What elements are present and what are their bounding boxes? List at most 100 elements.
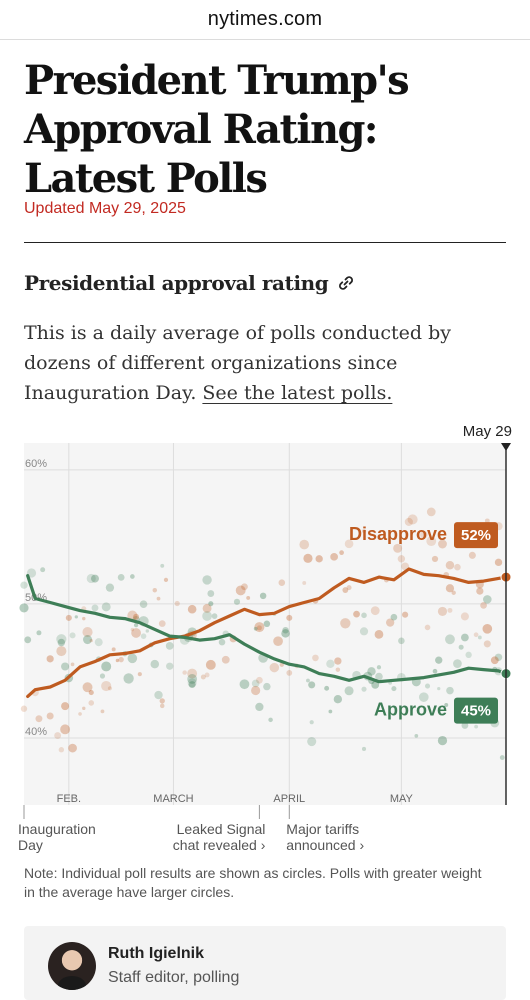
poll-circle <box>131 628 141 638</box>
poll-circle <box>344 686 354 696</box>
poll-circle <box>407 514 418 525</box>
poll-circle <box>156 596 161 601</box>
poll-circle <box>278 579 286 586</box>
poll-circle <box>340 618 351 629</box>
poll-circle <box>140 633 147 639</box>
poll-circle <box>473 632 479 638</box>
poll-circle <box>353 610 360 618</box>
poll-circle <box>160 563 165 568</box>
poll-circle <box>499 755 505 760</box>
poll-circle <box>269 662 280 673</box>
poll-circle <box>88 700 95 706</box>
poll-circle <box>187 668 198 679</box>
poll-circle <box>202 603 212 613</box>
poll-circle <box>303 553 313 563</box>
poll-circle <box>256 625 262 631</box>
x-tick-label: MAY <box>390 793 414 805</box>
poll-circle <box>367 667 376 676</box>
poll-circle <box>445 634 455 645</box>
poll-circle <box>474 724 479 729</box>
updated-timestamp: Updated May 29, 2025 <box>24 200 186 217</box>
top-bar: nytimes.com <box>0 0 530 40</box>
poll-circle <box>78 712 82 716</box>
poll-circle <box>89 638 93 643</box>
event-label: Major tariffs <box>286 821 359 837</box>
poll-circle <box>444 703 449 707</box>
poll-circle <box>307 737 317 747</box>
poll-circle <box>454 563 461 571</box>
poll-circle <box>315 555 323 563</box>
author-role: Staff editor, polling <box>108 969 240 986</box>
section-title-text: Presidential approval rating <box>24 271 329 295</box>
date-marker-arrow <box>501 443 511 451</box>
poll-circle <box>438 539 447 549</box>
poll-circle <box>40 567 46 573</box>
author-card[interactable]: Ruth Igielnik Staff editor, polling <box>24 926 506 1000</box>
event-label: announced › <box>286 837 364 853</box>
poll-circle <box>391 686 397 692</box>
event-label: Day <box>18 837 43 853</box>
poll-circle <box>60 724 71 735</box>
poll-circle <box>309 720 314 725</box>
series-badge-value: 52% <box>461 527 491 544</box>
poll-circle <box>451 590 456 595</box>
poll-circle <box>374 630 384 639</box>
poll-circle <box>371 680 380 689</box>
event-label: Inauguration <box>18 821 96 837</box>
poll-circle <box>218 638 226 646</box>
poll-circle <box>20 705 28 712</box>
series-label-disapprove: Disapprove <box>349 524 447 544</box>
poll-circle <box>334 657 342 665</box>
poll-circle <box>24 636 32 644</box>
poll-circle <box>483 640 491 648</box>
poll-circle <box>117 573 125 581</box>
poll-circle <box>279 662 284 667</box>
poll-circle <box>330 552 338 561</box>
series-badge-disapprove <box>454 522 498 549</box>
poll-circle <box>362 529 366 534</box>
poll-circle <box>397 555 406 563</box>
poll-circle <box>211 613 218 619</box>
poll-circle <box>453 659 462 668</box>
poll-circle <box>445 560 455 570</box>
poll-circle <box>74 615 78 619</box>
poll-circle <box>342 587 349 593</box>
poll-circle <box>200 674 206 680</box>
poll-circle <box>281 629 290 638</box>
poll-circle <box>58 747 65 753</box>
poll-circle <box>188 681 196 689</box>
poll-circle <box>254 622 265 633</box>
poll-circle <box>159 698 165 704</box>
poll-circle <box>160 703 165 709</box>
series-line-disapprove <box>26 567 508 698</box>
section-title: Presidential approval rating <box>24 271 356 295</box>
poll-circle <box>165 642 174 650</box>
headline-line-3: Latest Polls <box>24 155 268 202</box>
divider <box>24 242 506 243</box>
poll-circle <box>414 734 419 738</box>
x-tick-label: APRIL <box>273 793 305 805</box>
poll-circle <box>150 659 160 669</box>
headline-line-1: President Trump's <box>24 57 410 104</box>
poll-circle <box>133 613 140 620</box>
poll-circle <box>359 627 369 636</box>
series-line-approve <box>26 574 508 684</box>
poll-circle <box>361 686 367 692</box>
poll-circle <box>437 606 448 617</box>
poll-circle <box>375 672 383 681</box>
poll-circle <box>339 550 344 556</box>
poll-circle <box>61 702 70 711</box>
poll-circle <box>207 590 215 597</box>
latest-polls-link[interactable]: See the latest polls. <box>202 382 393 404</box>
series-badge-approve <box>454 697 498 724</box>
author-name: Ruth Igielnik <box>108 945 204 962</box>
poll-circle <box>158 620 166 627</box>
poll-circle <box>268 717 273 723</box>
link-icon[interactable] <box>336 273 356 293</box>
poll-circle <box>402 611 409 618</box>
site-domain[interactable]: nytimes.com <box>207 8 323 30</box>
poll-circle <box>127 610 138 621</box>
poll-circle <box>333 695 343 704</box>
poll-circle <box>404 517 413 527</box>
poll-circle <box>204 672 210 678</box>
